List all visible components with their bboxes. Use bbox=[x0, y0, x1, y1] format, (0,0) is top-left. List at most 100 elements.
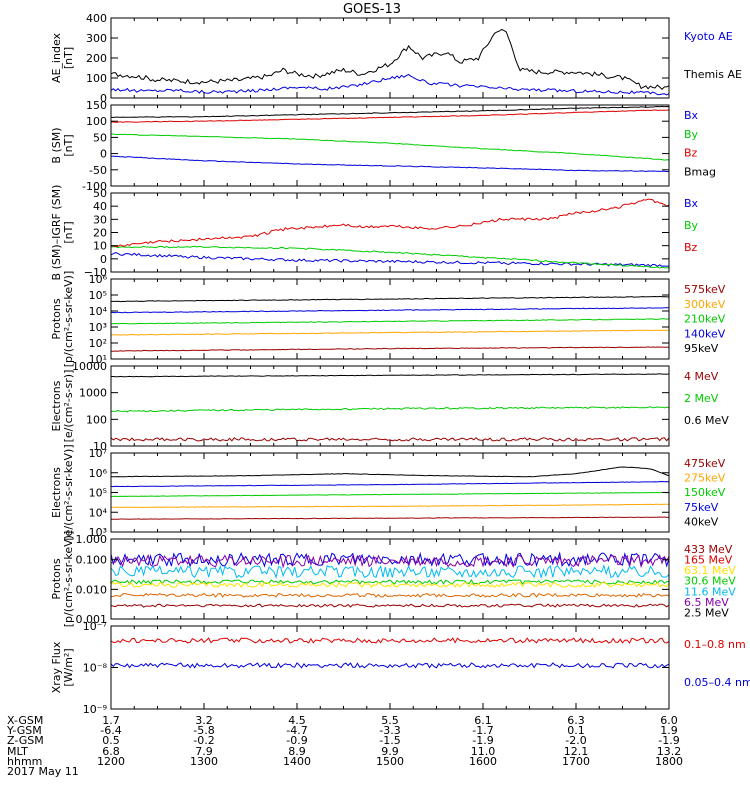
series-line-7-6 bbox=[110, 592, 670, 598]
ephemeris-value: 1200 bbox=[97, 755, 125, 768]
legend-entry: 40keV bbox=[684, 515, 719, 528]
legend-entry: Kyoto AE bbox=[684, 30, 733, 43]
series-line-6-4 bbox=[111, 503, 670, 508]
ephemeris-value: 6.1 bbox=[474, 714, 492, 727]
ephemeris-value: 6.3 bbox=[567, 714, 585, 727]
legend-entry: 11.6 MeV bbox=[684, 585, 736, 598]
series-line-4-2 bbox=[110, 307, 670, 314]
ephemeris-row-label: MLT bbox=[7, 745, 28, 758]
y-axis-label: [p/(cm²-s-sr-keV)] bbox=[62, 271, 75, 368]
ephemeris-value: 9.9 bbox=[381, 745, 399, 758]
series-line-3-2 bbox=[110, 245, 670, 269]
y-tick-label: 10 bbox=[93, 440, 107, 453]
y-tick-label: 10⁵ bbox=[89, 289, 107, 302]
ephemeris-value: 6.8 bbox=[102, 745, 120, 758]
series-line-2-2 bbox=[110, 133, 670, 161]
y-tick-label: 10⁷ bbox=[89, 447, 107, 460]
ephemeris-value: 4.5 bbox=[288, 714, 306, 727]
legend-entry: Bx bbox=[684, 197, 699, 210]
ephemeris-value: 6.0 bbox=[660, 714, 678, 727]
ephemeris-value: 1.9 bbox=[660, 724, 678, 737]
series-line-1-2 bbox=[110, 28, 670, 91]
series-line-3-1 bbox=[110, 252, 670, 268]
legend-entry: 4 MeV bbox=[684, 370, 719, 383]
panel-frame bbox=[110, 538, 670, 620]
panel-8: 10⁻⁹ 10⁻⁸ 10⁻⁷ Xray Flux [W/m²] 0.1–0.8 nm 0.0… bbox=[50, 620, 750, 716]
chart-title: GOES-13 bbox=[343, 2, 401, 17]
series-line-2-3 bbox=[110, 109, 669, 123]
y-tick-label: 10⁴ bbox=[89, 305, 108, 318]
y-tick-label: −10 bbox=[84, 266, 107, 279]
series-line-8-1 bbox=[110, 637, 670, 644]
legend-entry: 0.05–0.4 nm bbox=[684, 676, 750, 689]
y-axis-label: Protons bbox=[50, 558, 63, 599]
ephemeris-value: 3.2 bbox=[195, 714, 213, 727]
panel-frame bbox=[110, 365, 670, 447]
y-axis-label: B (SM)–IGRF (SM) bbox=[50, 185, 63, 281]
y-axis-label: Electrons bbox=[50, 467, 63, 518]
panel-6: 10³ 10⁴ 10⁵ 10⁶ 10⁷ Electrons [e/(cm²-s-sr-keV… bbox=[50, 444, 726, 540]
legend-entry: 475keV bbox=[684, 457, 726, 470]
y-axis-label: Xray Flux bbox=[50, 641, 63, 693]
ephemeris-value: 1600 bbox=[469, 755, 497, 768]
ephemeris-value: 0.5 bbox=[102, 734, 120, 747]
y-tick-label: 0 bbox=[100, 148, 107, 161]
legend-entry: By bbox=[684, 219, 699, 232]
ephemeris-value: -1.9 bbox=[658, 734, 679, 747]
y-axis-label: Protons bbox=[50, 298, 63, 339]
ephemeris-value: 1400 bbox=[283, 755, 311, 768]
panel-5: 10 100 1000 10000 Electrons [e/(cm²-s-sr)] 4 M… bbox=[50, 360, 729, 453]
y-tick-label: 150 bbox=[86, 99, 107, 112]
legend-entry: 0.6 MeV bbox=[684, 414, 729, 427]
y-tick-label: 10³ bbox=[89, 321, 107, 334]
legend-entry: Bz bbox=[684, 241, 698, 254]
ephemeris-value: -6.4 bbox=[100, 724, 121, 737]
panel-1: 0 100 200 300 400 AE_index [nT] Kyoto AE Themis … bbox=[50, 12, 742, 105]
series-line-6-1 bbox=[110, 466, 670, 478]
y-tick-label: 10⁴ bbox=[89, 506, 108, 519]
ephemeris-value: 13.2 bbox=[657, 745, 682, 758]
ephemeris-value: 7.9 bbox=[195, 745, 213, 758]
ephemeris-value: 12.1 bbox=[564, 745, 589, 758]
ephemeris-value: -1.9 bbox=[472, 734, 493, 747]
legend-entry: Themis AE bbox=[683, 68, 742, 81]
ephemeris-value: -1.7 bbox=[472, 724, 493, 737]
panel-4: 10¹ 10² 10³ 10⁴ 10⁵ 10⁶ Protons [p/(cm²-s-sr-ke… bbox=[50, 271, 726, 368]
y-axis-label: [nT] bbox=[62, 47, 75, 69]
ephemeris-value: 1800 bbox=[655, 755, 683, 768]
panel-frame bbox=[110, 192, 670, 273]
panel-frame bbox=[110, 17, 670, 99]
series-line-7-7 bbox=[110, 603, 670, 608]
ephemeris-value: 1300 bbox=[190, 755, 218, 768]
y-axis-label: [e/(cm²-s-sr)] bbox=[62, 370, 75, 443]
legend-entry: 95keV bbox=[684, 342, 719, 355]
ephemeris-value: -3.3 bbox=[379, 724, 400, 737]
y-tick-label: 10⁶ bbox=[89, 273, 108, 286]
y-axis-label: [p/(cm²-s-sr-keV)] bbox=[62, 531, 75, 628]
ephemeris-value: -1.5 bbox=[379, 734, 400, 747]
y-axis-label: Electrons bbox=[50, 380, 63, 431]
legend-entry: 210keV bbox=[684, 313, 726, 326]
y-tick-label: 200 bbox=[86, 52, 107, 65]
y-axis-label: B (SM) bbox=[50, 127, 63, 163]
ephemeris-value: 0.1 bbox=[567, 724, 585, 737]
y-tick-label: 0 bbox=[100, 92, 107, 105]
series-line-7-4 bbox=[110, 579, 670, 585]
panel-7: 0.001 0.010 0.100 1.000 Protons [p/(cm²-s-sr-… bbox=[50, 531, 736, 628]
legend-entry: 30.6 MeV bbox=[684, 575, 736, 588]
legend-entry: 150keV bbox=[684, 486, 726, 499]
y-tick-label: 10³ bbox=[89, 526, 107, 539]
ephemeris-value: 5.5 bbox=[381, 714, 399, 727]
ephemeris-value: -5.8 bbox=[193, 724, 214, 737]
ephemeris-value: -0.9 bbox=[286, 734, 307, 747]
ephemeris-value: 11.0 bbox=[471, 745, 496, 758]
y-tick-label: 10⁵ bbox=[89, 487, 107, 500]
legend-entry: Bz bbox=[684, 147, 698, 160]
y-tick-label: 10¹ bbox=[89, 353, 107, 366]
y-tick-label: 50 bbox=[93, 187, 107, 200]
legend-entry: Bx bbox=[684, 109, 699, 122]
series-line-5-3 bbox=[111, 373, 670, 378]
legend-entry: 300keV bbox=[684, 298, 726, 311]
